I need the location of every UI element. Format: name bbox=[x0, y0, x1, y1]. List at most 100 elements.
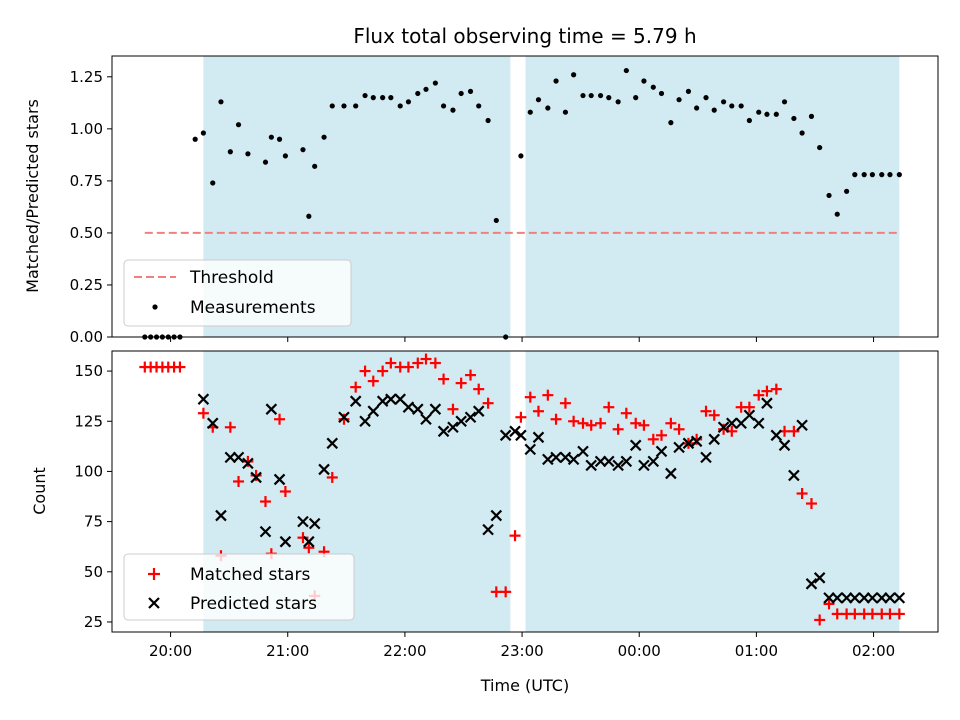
predicted-star-point bbox=[673, 441, 685, 454]
matched-star-point bbox=[831, 608, 843, 620]
measurement-point bbox=[415, 90, 421, 97]
predicted-star-point bbox=[893, 592, 906, 604]
top-y-tick-label: 0.50 bbox=[70, 224, 103, 242]
bottom-y-axis: 25 50 75 100 125 150 bbox=[74, 362, 112, 631]
legend-matched-swatch bbox=[148, 568, 160, 580]
predicted-star-point bbox=[447, 421, 459, 434]
measurement-point bbox=[227, 149, 233, 155]
matched-star-point bbox=[350, 381, 362, 393]
matched-star-point bbox=[509, 530, 521, 542]
predicted-star-point bbox=[359, 415, 371, 428]
top-data bbox=[142, 67, 902, 340]
x-tick-label: 21:00 bbox=[266, 642, 309, 660]
bottom-y-tick-label: 100 bbox=[74, 462, 103, 480]
measurement-point bbox=[562, 109, 569, 115]
matched-star-point bbox=[805, 498, 817, 510]
predicted-star-point bbox=[602, 455, 615, 468]
matched-star-point bbox=[412, 357, 424, 369]
predicted-star-point bbox=[420, 413, 432, 426]
matched-star-point bbox=[577, 417, 589, 429]
matched-star-point bbox=[638, 419, 650, 431]
measurement-point bbox=[300, 147, 306, 153]
measurement-point bbox=[432, 80, 438, 86]
measurement-point bbox=[450, 107, 456, 113]
matched-star-point bbox=[224, 421, 236, 433]
top-plot-frame bbox=[111, 55, 939, 338]
x-tick-label: 00:00 bbox=[618, 642, 661, 660]
predicted-star-point bbox=[655, 445, 668, 458]
matched-star-point bbox=[893, 608, 905, 620]
matched-star-point bbox=[490, 586, 502, 598]
matched-star-point bbox=[770, 383, 782, 395]
matched-star-point bbox=[673, 423, 685, 435]
predicted-star-point bbox=[708, 433, 720, 446]
measurement-point bbox=[720, 99, 727, 105]
matched-star-point bbox=[647, 433, 659, 445]
bottom-data bbox=[139, 353, 906, 626]
measurement-point bbox=[423, 86, 429, 92]
predicted-star-point bbox=[215, 509, 227, 522]
measurement-point bbox=[200, 130, 206, 136]
measurement-point bbox=[799, 130, 805, 136]
measurement-point bbox=[210, 180, 216, 186]
measurement-point bbox=[321, 134, 327, 140]
predicted-star-point bbox=[849, 592, 861, 604]
measurement-point bbox=[370, 95, 376, 101]
matched-star-point bbox=[303, 542, 315, 554]
matched-star-point bbox=[655, 429, 667, 441]
predicted-star-point bbox=[620, 455, 633, 468]
measurement-point bbox=[553, 78, 559, 84]
matched-star-point bbox=[259, 496, 271, 508]
measurement-point bbox=[192, 136, 198, 142]
measurement-point bbox=[615, 99, 621, 105]
predicted-star-point bbox=[647, 455, 660, 468]
matched-star-point bbox=[482, 397, 494, 409]
predicted-star-point bbox=[550, 451, 562, 464]
predicted-star-point bbox=[638, 459, 650, 472]
matched-star-point bbox=[274, 413, 286, 425]
measurement-point bbox=[380, 95, 386, 101]
predicted-star-point bbox=[308, 517, 321, 530]
matched-star-point bbox=[568, 415, 580, 427]
matched-star-point bbox=[823, 598, 835, 610]
bottom-legend: Matched stars Predicted stars bbox=[123, 553, 355, 621]
predicted-star-point bbox=[813, 572, 826, 584]
predicted-star-point bbox=[559, 451, 572, 464]
matched-star-point bbox=[550, 413, 562, 425]
measurement-point bbox=[493, 217, 499, 224]
top-y-tick-label: 1.25 bbox=[70, 68, 103, 86]
measurement-point bbox=[861, 172, 867, 178]
predicted-star-point bbox=[376, 395, 389, 407]
measurement-point bbox=[388, 95, 394, 101]
matched-star-point bbox=[866, 608, 878, 620]
measurement-point bbox=[764, 111, 770, 117]
measurement-point bbox=[276, 136, 283, 142]
matched-star-point bbox=[515, 411, 527, 423]
matched-star-point bbox=[542, 389, 554, 401]
predicted-star-point bbox=[585, 459, 597, 472]
predicted-star-point bbox=[303, 535, 315, 548]
measurement-point bbox=[711, 107, 717, 113]
matched-star-point bbox=[700, 405, 712, 417]
predicted-star-point bbox=[297, 515, 309, 528]
x-tick-label: 01:00 bbox=[735, 642, 778, 660]
predicted-star-point bbox=[761, 397, 773, 409]
matched-star-point bbox=[367, 375, 379, 387]
matched-star-point bbox=[743, 401, 755, 413]
measurement-point bbox=[312, 163, 318, 169]
matched-star-point bbox=[242, 455, 254, 467]
matched-star-point bbox=[718, 423, 730, 435]
predicted-star-point bbox=[464, 411, 477, 424]
top-y-tick-label: 0.75 bbox=[70, 172, 103, 190]
matched-star-point bbox=[297, 532, 309, 544]
x-tick-label: 22:00 bbox=[383, 642, 426, 660]
chart-title: Flux total observing time = 5.79 h bbox=[353, 24, 696, 48]
bottom-y-tick-label: 25 bbox=[84, 613, 103, 631]
predicted-star-point bbox=[567, 453, 580, 466]
legend-threshold-label: Threshold bbox=[189, 268, 274, 288]
predicted-star-point bbox=[385, 393, 397, 405]
measurement-point bbox=[580, 92, 586, 99]
matched-star-point bbox=[620, 407, 632, 419]
predicted-star-point bbox=[665, 467, 677, 480]
